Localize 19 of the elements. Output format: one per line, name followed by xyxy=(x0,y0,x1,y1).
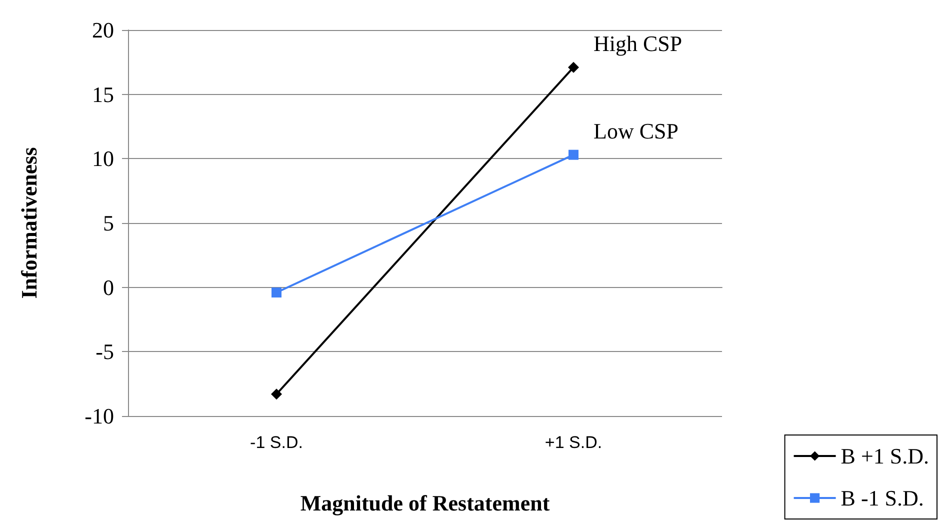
y-axis-title: Informativeness xyxy=(16,146,42,299)
y-tick-label: -10 xyxy=(84,404,114,428)
x-tick-label: +1 S.D. xyxy=(544,433,602,452)
point xyxy=(568,150,578,160)
legend-label: B -1 S.D. xyxy=(840,486,924,510)
point xyxy=(568,62,579,73)
y-tick-label: 20 xyxy=(92,18,114,42)
annotation: Low CSP xyxy=(594,118,678,144)
y-tick-label: 10 xyxy=(92,146,114,172)
y-tick-label: 0 xyxy=(103,274,114,300)
legend-label: B +1 S.D. xyxy=(840,444,930,468)
point xyxy=(271,388,282,400)
y-tick-label: 15 xyxy=(92,82,114,107)
x-axis-title: Magnitude of Restatement xyxy=(300,490,550,516)
annotation: High CSP xyxy=(594,30,682,56)
y-tick-label: -5 xyxy=(96,339,114,364)
x-tick-label: -1 S.D. xyxy=(250,433,303,452)
point xyxy=(272,287,282,298)
y-tick-label: 5 xyxy=(103,210,114,236)
